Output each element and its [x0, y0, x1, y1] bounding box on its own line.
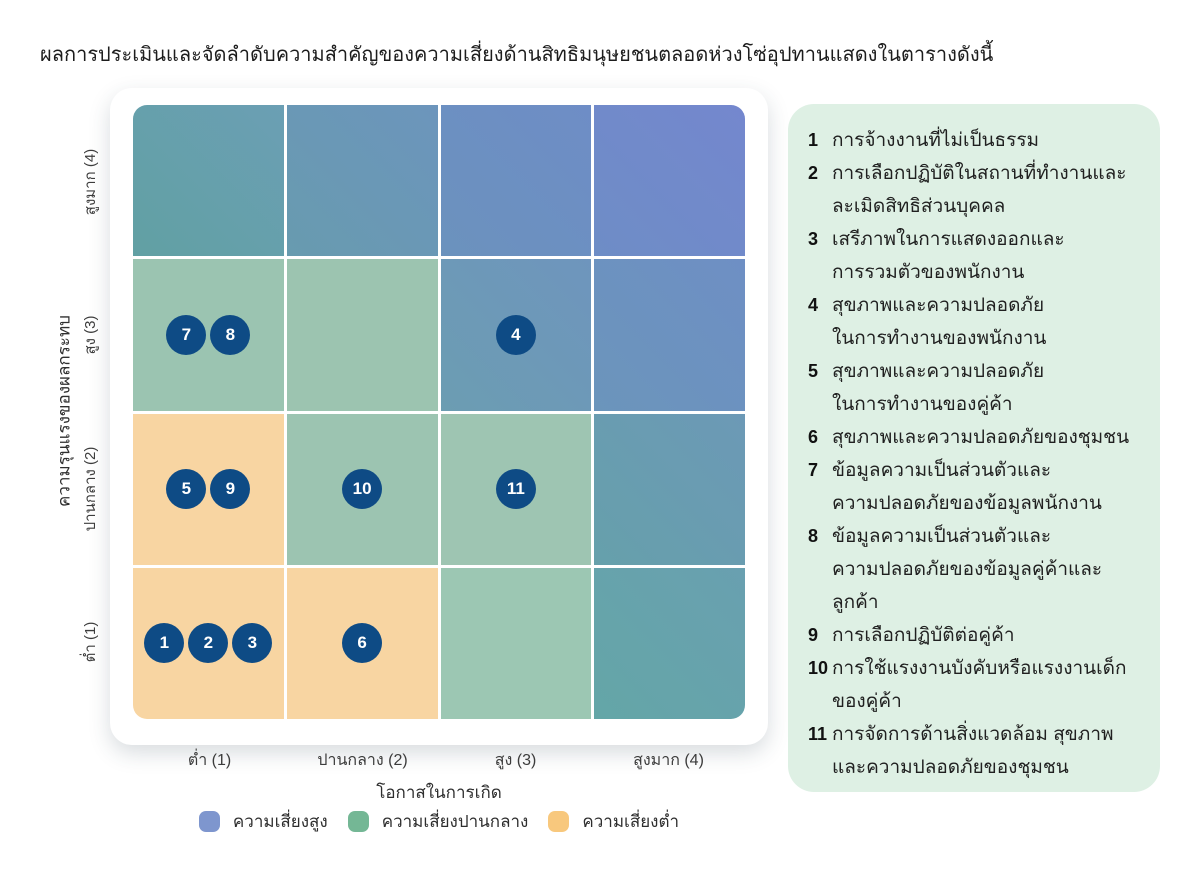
risk-list-panel: 1 การจ้างงานที่ไม่เป็นธรรม 2 การเลือกปฏิบัต… — [788, 104, 1160, 792]
legend-swatch-icon — [347, 811, 369, 832]
risk-point-7: 7 — [166, 314, 207, 355]
matrix-cell-l2-s2-medium: 10 — [286, 413, 438, 565]
y-tick: สูงมาก (4) — [82, 148, 99, 215]
x-tick: สูงมาก (4) — [633, 752, 704, 769]
matrix-grid-wrap: 7 8 4 5 9 10 11 1 2 3 6 — [133, 105, 745, 719]
matrix-cell-l2-s4-high — [286, 105, 438, 257]
x-tick: ปานกลาง (2) — [317, 752, 408, 769]
risk-item-text: การจัดการด้านสิ่งแวดล้อม สุขภาพ และความป… — [832, 724, 1114, 778]
y-axis-ticks: สูงมาก (4) สูง (3) ปานกลาง (2) ต่ำ (1) — [78, 105, 102, 719]
matrix-cell-l4-s4-high — [594, 105, 745, 257]
legend-item: ความเสี่ยงปานกลาง — [347, 808, 529, 835]
risk-point-2: 2 — [188, 623, 229, 664]
risk-list-item-9: 9 การเลือกปฏิบัติต่อคู่ค้า — [804, 619, 1142, 652]
risk-point-8: 8 — [210, 314, 251, 355]
matrix-cell-l3-s2-medium: 11 — [440, 413, 592, 565]
risk-item-text: การเลือกปฏิบัติในสถานที่ทำงานและ ละเมิดส… — [832, 163, 1127, 217]
risk-item-number: 1 — [808, 130, 819, 150]
risk-point-3: 3 — [232, 623, 273, 664]
risk-item-number: 10 — [808, 658, 829, 678]
risk-point-10: 10 — [342, 469, 383, 510]
matrix-cell-l4-s1-high — [594, 567, 745, 719]
risk-point-9: 9 — [210, 469, 251, 510]
risk-list-item-5: 5 สุขภาพและความปลอดภัย ในการทำงานของคู่ค้… — [804, 355, 1142, 421]
matrix-cell-l1-s4-high — [133, 105, 284, 257]
page-title: ผลการประเมินและจัดลำดับความสำคัญของความเ… — [40, 44, 994, 66]
risk-item-number: 4 — [808, 295, 819, 315]
risk-item-text: สุขภาพและความปลอดภัย ในการทำงานของพนักงา… — [832, 295, 1047, 349]
risk-item-number: 11 — [808, 724, 828, 744]
risk-item-text: การจ้างงานที่ไม่เป็นธรรม — [832, 130, 1040, 151]
risk-list-item-2: 2 การเลือกปฏิบัติในสถานที่ทำงานและ ละเมิด… — [804, 157, 1142, 223]
x-axis-title: โอกาสในการเกิด — [376, 783, 502, 802]
matrix-cell-l3-s1-medium — [440, 567, 592, 719]
matrix-cell-l4-s2-high — [594, 413, 745, 565]
risk-list-item-3: 3 เสรีภาพในการแสดงออกและ การรวมตัวของพนัก… — [804, 223, 1142, 289]
matrix-cell-l3-s3-high: 4 — [440, 259, 592, 411]
risk-item-number: 9 — [808, 625, 819, 645]
y-axis-title: ความรุนแรงของผลกระทบ — [54, 315, 74, 507]
risk-item-number: 5 — [808, 361, 819, 381]
legend-label: ความเสี่ยงต่ำ — [582, 812, 680, 831]
risk-item-text: การเลือกปฏิบัติต่อคู่ค้า — [832, 625, 1015, 646]
risk-list-item-7: 7 ข้อมูลความเป็นส่วนตัวและ ความปลอดภัยของ… — [804, 454, 1142, 520]
risk-item-text: เสรีภาพในการแสดงออกและ การรวมตัวของพนักง… — [832, 229, 1065, 283]
risk-point-5: 5 — [166, 469, 207, 510]
risk-item-number: 2 — [808, 163, 819, 183]
legend-label: ความเสี่ยงปานกลาง — [381, 812, 529, 831]
legend-swatch-icon — [198, 811, 220, 832]
y-tick: ต่ำ (1) — [82, 621, 99, 663]
risk-item-text: ข้อมูลความเป็นส่วนตัวและ ความปลอดภัยของข… — [832, 460, 1102, 514]
risk-list-item-8: 8 ข้อมูลความเป็นส่วนตัวและ ความปลอดภัยของ… — [804, 520, 1142, 619]
risk-point-4: 4 — [495, 314, 536, 355]
risk-item-text: สุขภาพและความปลอดภัย ในการทำงานของคู่ค้า — [832, 361, 1045, 415]
y-tick: ปานกลาง (2) — [82, 446, 99, 532]
risk-matrix-card: 7 8 4 5 9 10 11 1 2 3 6 — [110, 88, 768, 745]
x-tick: ต่ำ (1) — [187, 752, 232, 769]
legend-item: ความเสี่ยงสูง — [198, 808, 328, 835]
risk-item-number: 6 — [808, 427, 819, 447]
risk-item-text: ข้อมูลความเป็นส่วนตัวและ ความปลอดภัยของข… — [832, 526, 1103, 613]
matrix-cell-l2-s3-medium — [286, 259, 438, 411]
x-axis-ticks: ต่ำ (1) ปานกลาง (2) สูง (3) สูงมาก (4) — [133, 748, 745, 774]
risk-point-6: 6 — [342, 623, 383, 664]
risk-list-item-1: 1 การจ้างงานที่ไม่เป็นธรรม — [804, 124, 1142, 157]
legend-item: ความเสี่ยงต่ำ — [548, 808, 679, 835]
matrix-grid: 7 8 4 5 9 10 11 1 2 3 6 — [133, 105, 745, 719]
risk-list-item-6: 6 สุขภาพและความปลอดภัยของชุมชน — [804, 421, 1142, 454]
risk-item-text: สุขภาพและความปลอดภัยของชุมชน — [832, 427, 1130, 448]
matrix-cell-l3-s4-high — [440, 105, 592, 257]
risk-point-11: 11 — [495, 469, 536, 510]
risk-item-number: 8 — [808, 526, 819, 546]
legend-label: ความเสี่ยงสูง — [232, 812, 328, 831]
legend: ความเสี่ยงสูง ความเสี่ยงปานกลาง ความเสี่ยง… — [110, 808, 768, 835]
risk-list-item-11: 11 การจัดการด้านสิ่งแวดล้อม สุขภาพ และควา… — [804, 718, 1142, 784]
matrix-cell-l2-s1-low: 6 — [286, 567, 438, 719]
risk-list-item-4: 4 สุขภาพและความปลอดภัย ในการทำงานของพนักง… — [804, 289, 1142, 355]
risk-point-1: 1 — [144, 623, 185, 664]
matrix-cell-l4-s3-high — [594, 259, 745, 411]
risk-item-number: 3 — [808, 229, 819, 249]
risk-item-number: 7 — [808, 460, 819, 480]
legend-swatch-icon — [548, 811, 570, 832]
risk-list-item-10: 10 การใช้แรงงานบังคับหรือแรงงานเด็ก ของคู… — [804, 652, 1142, 718]
x-tick: สูง (3) — [494, 752, 537, 769]
y-tick: สูง (3) — [82, 315, 99, 355]
risk-item-text: การใช้แรงงานบังคับหรือแรงงานเด็ก ของคู่ค… — [832, 658, 1127, 712]
